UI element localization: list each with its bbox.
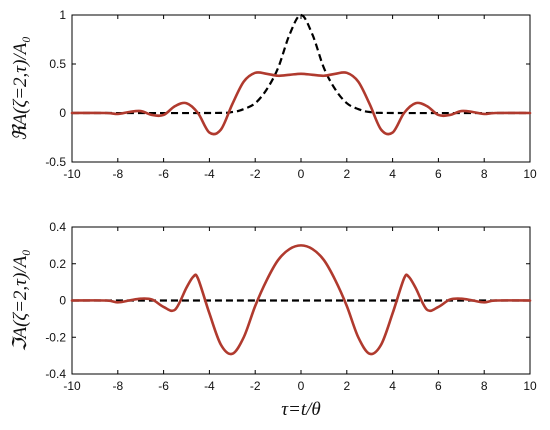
- top-axis-ticks: -10 -8 -6 -4 -2 0 2 4 6 8 10 -0.5 0 0.5 1: [45, 8, 537, 181]
- bottom-x-tick-label: 4: [389, 379, 396, 393]
- bottom-x-tick-label: 10: [523, 379, 537, 393]
- top-x-tick-label: 2: [343, 167, 350, 181]
- top-x-tick-label: 0: [298, 167, 305, 181]
- bottom-solid-series-line: [70, 244, 532, 356]
- bottom-axis-ticks: -10 -8 -6 -4 -2 0 2 4 6 8 10 -0.4 -0.2 0 0.2 0.4: [45, 220, 537, 393]
- top-x-tick-label: 8: [481, 167, 488, 181]
- top-solid-series-line: [70, 71, 532, 136]
- bottom-x-tick-label: 8: [481, 379, 488, 393]
- bottom-x-tick-label: -4: [204, 379, 215, 393]
- bottom-y-axis-label: ℑA(ζ=2,τ)/A₀: [10, 249, 31, 352]
- top-dashed-series-line: [71, 13, 531, 115]
- top-x-tick-label: -10: [63, 167, 81, 181]
- x-axis-label: τ=t/θ: [281, 399, 321, 420]
- bottom-y-tick-label: 0: [59, 294, 66, 308]
- top-x-tick-label: -8: [112, 167, 123, 181]
- bottom-x-tick-label: -6: [158, 379, 169, 393]
- bottom-x-tick-label: 0: [298, 379, 305, 393]
- top-panel: -10 -8 -6 -4 -2 0 2 4 6 8 10 -0.5 0 0.5 1 ℜA(ζ=2,τ)/A₀: [10, 8, 537, 181]
- top-y-tick-label: 0: [59, 106, 66, 120]
- top-x-tick-label: -2: [250, 167, 261, 181]
- top-x-tick-label: 6: [435, 167, 442, 181]
- bottom-series-group: [70, 244, 532, 356]
- bottom-x-tick-label: 6: [435, 379, 442, 393]
- bottom-y-tick-label: -0.4: [45, 367, 66, 381]
- bottom-x-tick-label: -8: [112, 379, 123, 393]
- top-y-tick-label: -0.5: [45, 155, 66, 169]
- top-x-tick-label: -4: [204, 167, 215, 181]
- top-series-group: [70, 13, 532, 136]
- bottom-x-tick-label: -2: [250, 379, 261, 393]
- top-x-tick-label: 10: [523, 167, 537, 181]
- top-x-tick-label: 4: [389, 167, 396, 181]
- bottom-y-tick-label: -0.2: [45, 330, 66, 344]
- bottom-y-tick-label: 0.4: [49, 220, 66, 234]
- bottom-y-tick-label: 0.2: [49, 257, 66, 271]
- bottom-panel: -10 -8 -6 -4 -2 0 2 4 6 8 10 -0.4 -0.2 0 0.2 0.4 ℑA(ζ=2…: [10, 220, 537, 420]
- top-x-tick-label: -6: [158, 167, 169, 181]
- top-plot-frame: [71, 14, 531, 163]
- top-y-axis-label: ℜA(ζ=2,τ)/A₀: [10, 36, 31, 141]
- bottom-x-tick-label: -10: [63, 379, 81, 393]
- top-y-tick-label: 0.5: [49, 57, 66, 71]
- bottom-x-tick-label: 2: [343, 379, 350, 393]
- top-y-tick-label: 1: [59, 8, 66, 22]
